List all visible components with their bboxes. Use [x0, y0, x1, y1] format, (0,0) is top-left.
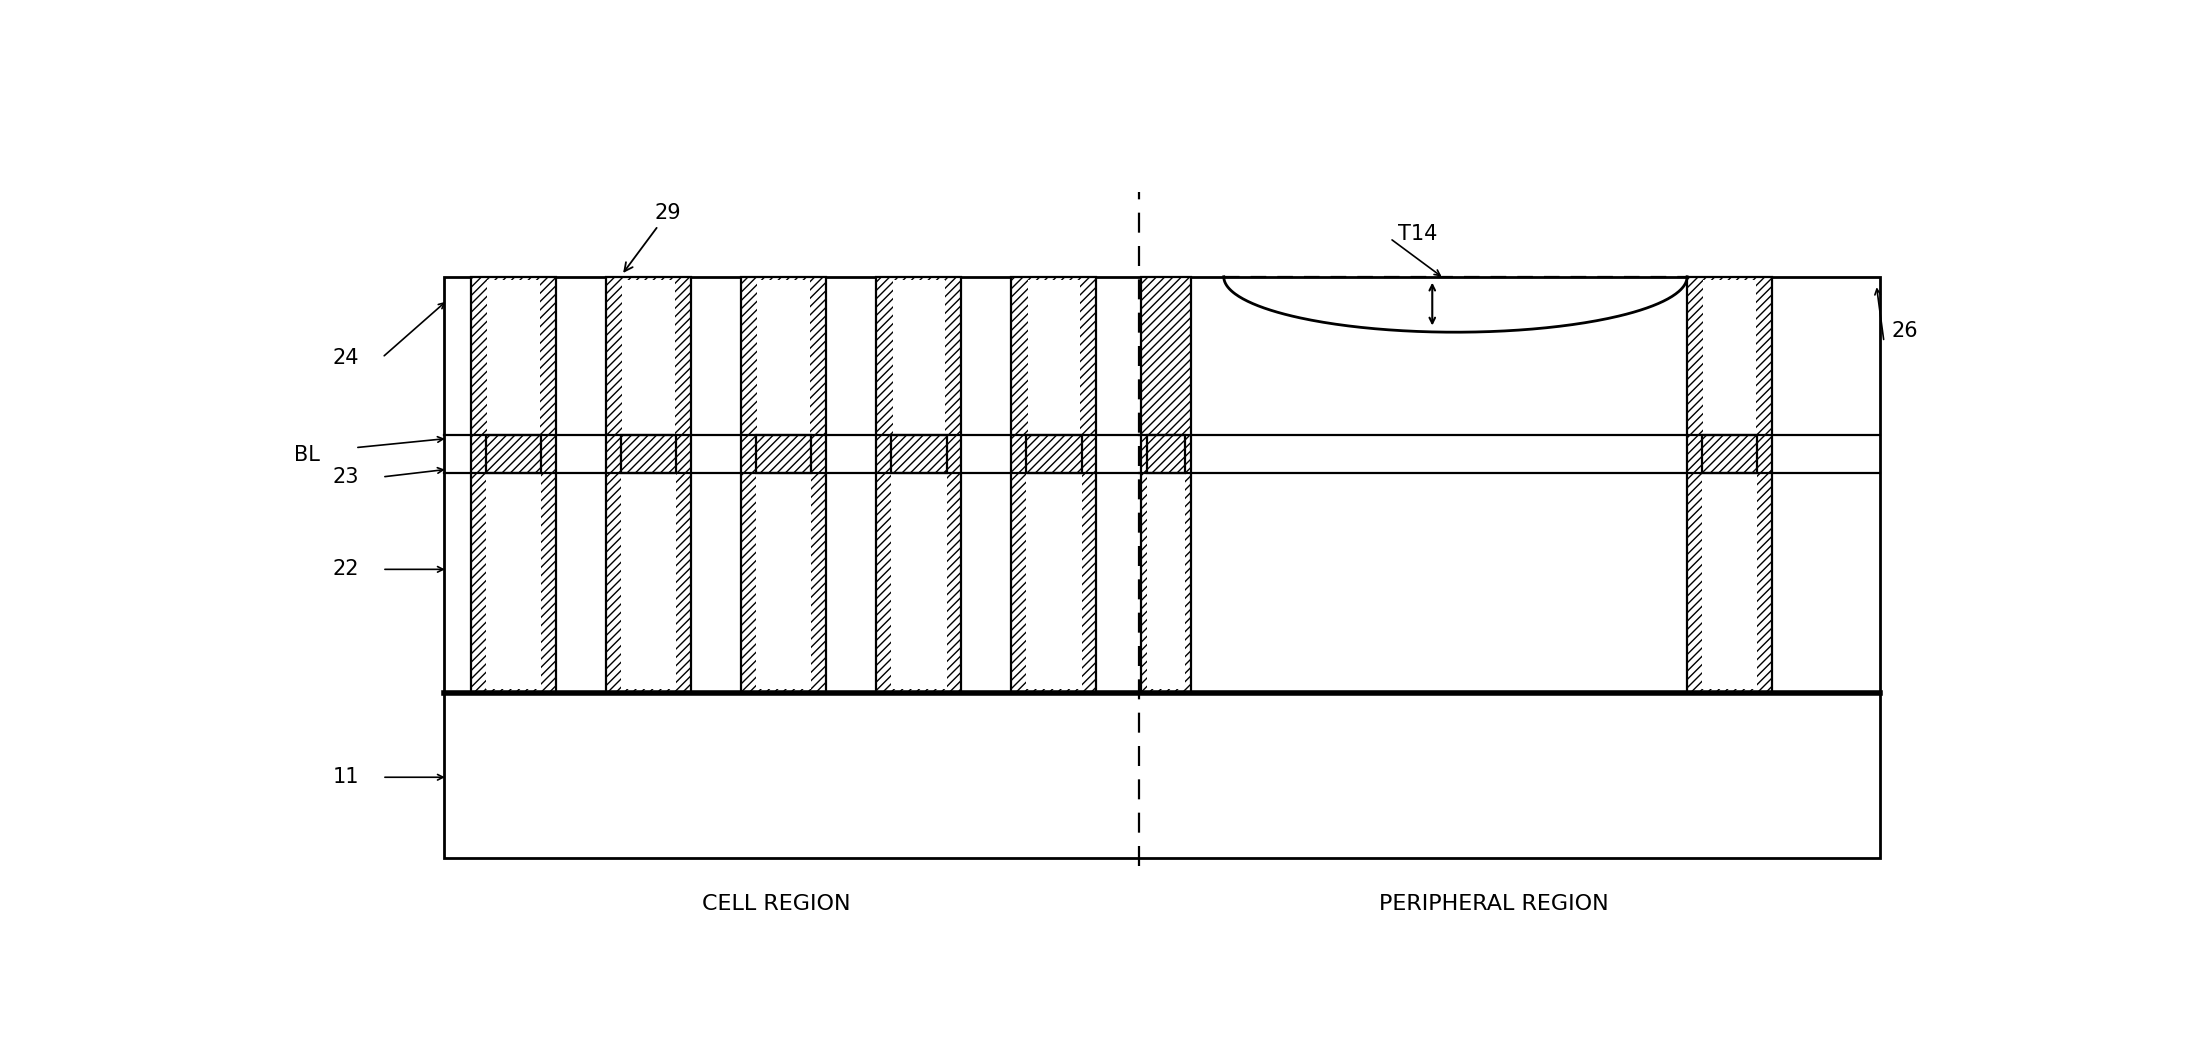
- Bar: [892, 280, 945, 434]
- Text: 24: 24: [333, 347, 359, 367]
- Bar: [756, 435, 811, 473]
- Bar: [487, 435, 541, 473]
- Text: PERIPHERAL REGION: PERIPHERAL REGION: [1379, 895, 1609, 915]
- Bar: [443, 692, 1881, 858]
- Bar: [1140, 276, 1190, 692]
- Bar: [1701, 473, 1758, 690]
- Bar: [890, 435, 947, 473]
- Bar: [1011, 276, 1096, 692]
- Text: 11: 11: [333, 767, 359, 787]
- Text: 23: 23: [333, 467, 359, 487]
- Bar: [487, 473, 541, 690]
- Bar: [443, 276, 1881, 692]
- Bar: [620, 435, 677, 473]
- Bar: [1688, 276, 1771, 692]
- Text: BL: BL: [294, 445, 320, 465]
- Bar: [741, 276, 826, 692]
- Bar: [620, 473, 677, 690]
- Text: 29: 29: [625, 203, 682, 271]
- Bar: [1146, 435, 1186, 473]
- Bar: [758, 280, 809, 434]
- Bar: [1028, 280, 1081, 434]
- Bar: [605, 276, 690, 692]
- Bar: [487, 280, 539, 434]
- Bar: [1703, 280, 1756, 434]
- Bar: [623, 280, 675, 434]
- Text: 26: 26: [1892, 321, 1918, 341]
- Bar: [1026, 435, 1081, 473]
- Bar: [471, 276, 557, 692]
- Bar: [756, 473, 811, 690]
- Text: T14: T14: [1398, 225, 1438, 245]
- Bar: [1026, 473, 1081, 690]
- Bar: [1146, 473, 1186, 690]
- Text: 22: 22: [333, 559, 359, 579]
- Bar: [890, 473, 947, 690]
- Bar: [877, 276, 962, 692]
- Text: CELL REGION: CELL REGION: [701, 895, 850, 915]
- Bar: [1701, 435, 1758, 473]
